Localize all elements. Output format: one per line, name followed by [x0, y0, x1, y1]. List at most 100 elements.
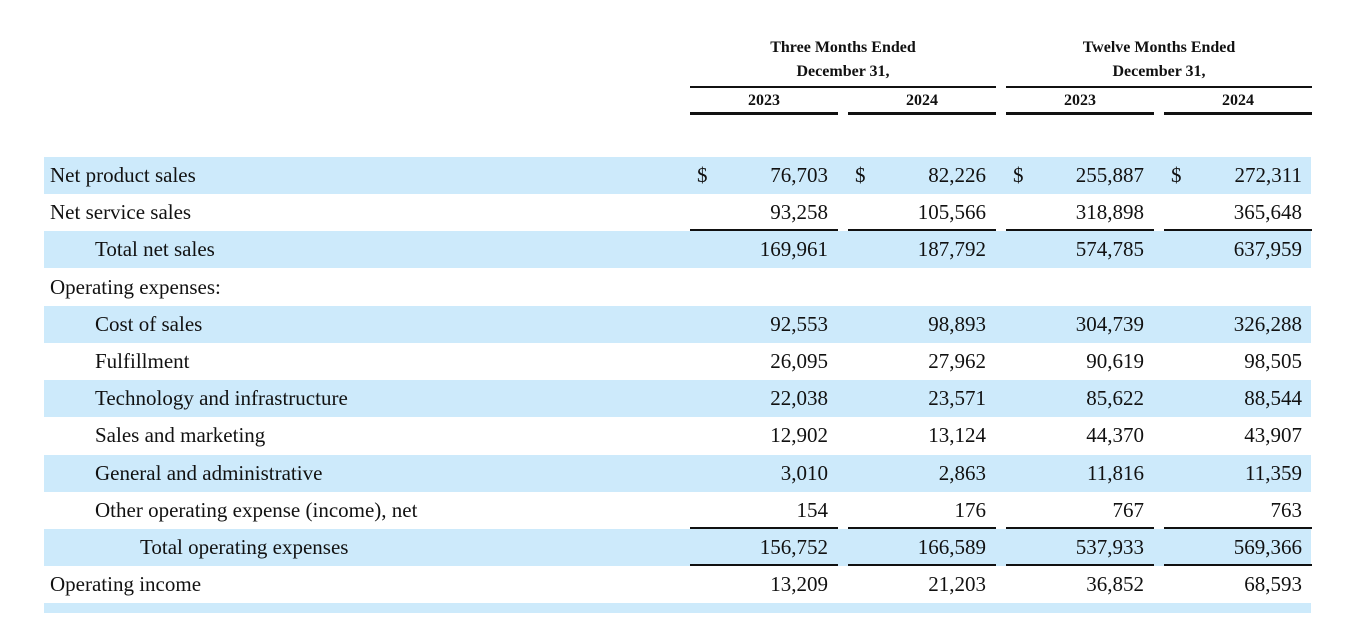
- cell-value: 90,619: [1086, 349, 1144, 373]
- cell-value: 3,010: [780, 460, 828, 485]
- value-cell: 318,898: [1006, 194, 1154, 232]
- table-row: Net product sales $76,703 $82,226 $255,887 $…: [44, 157, 1311, 194]
- cell-value: 82,226: [928, 163, 986, 187]
- table-row: Operating expenses:: [44, 269, 1311, 306]
- value-cell: 169,961: [690, 231, 838, 266]
- value-cell: 11,359: [1164, 455, 1312, 490]
- value-cell: 12,902: [690, 417, 838, 452]
- cell-value: 43,907: [1244, 423, 1302, 448]
- value-cell: 98,505: [1164, 343, 1312, 378]
- value-cell: 88,544: [1164, 380, 1312, 415]
- value-cell: 23,571: [848, 380, 996, 415]
- column-group-header: Three Months Ended December 31,: [690, 36, 996, 88]
- value-cell: 176: [848, 492, 996, 529]
- value-cell: 13,209: [690, 566, 838, 601]
- cell-value: 169,961: [759, 237, 828, 262]
- value-cell: 93,258: [690, 194, 838, 232]
- row-label: Net service sales: [50, 200, 192, 225]
- cell-value: 26,095: [770, 349, 828, 373]
- cell-value: 176: [954, 497, 987, 522]
- value-cell: 105,566: [848, 194, 996, 232]
- cell-value: 767: [1112, 497, 1145, 522]
- cell-value: 187,792: [917, 237, 986, 262]
- cell-value: 2,863: [938, 460, 986, 485]
- cell-value: 68,593: [1244, 572, 1302, 597]
- cell-value: 12,902: [770, 423, 828, 448]
- value-cell: 767: [1006, 492, 1154, 529]
- value-cell: 763: [1164, 492, 1312, 529]
- value-cell: 90,619: [1006, 343, 1154, 378]
- row-label: Sales and marketing: [95, 423, 266, 448]
- value-cell: 365,648: [1164, 194, 1312, 232]
- table-row: Total net sales 169,961 187,792 574,785 637,…: [44, 231, 1311, 269]
- value-cell: 11,816: [1006, 455, 1154, 490]
- value-cell: 187,792: [848, 231, 996, 266]
- table-row: Operating income 13,209 21,203 36,852 68,593: [44, 566, 1311, 603]
- value-cell: 569,366: [1164, 529, 1312, 566]
- cell-value: 21,203: [928, 572, 986, 597]
- value-cell: 36,852: [1006, 566, 1154, 601]
- cell-value: 537,933: [1075, 535, 1144, 559]
- row-band: [44, 603, 1311, 614]
- value-cell: 304,739: [1006, 306, 1154, 341]
- cell-value: 304,739: [1075, 311, 1144, 336]
- table-row: Fulfillment 26,095 27,962 90,619 98,505: [44, 343, 1311, 380]
- group-subtitle: December 31,: [1112, 63, 1206, 80]
- cell-value: 88,544: [1244, 386, 1302, 411]
- currency-sign: $: [855, 163, 866, 187]
- cell-value: 36,852: [1086, 572, 1144, 597]
- value-cell: 85,622: [1006, 380, 1154, 415]
- cell-value: 318,898: [1075, 200, 1144, 225]
- value-cell: 98,893: [848, 306, 996, 341]
- cell-value: 156,752: [759, 535, 828, 559]
- row-label: General and administrative: [95, 460, 323, 485]
- row-label: Operating expenses:: [50, 274, 221, 299]
- value-cell: 156,752: [690, 529, 838, 566]
- cell-value: 44,370: [1086, 423, 1144, 448]
- table-row: Other operating expense (income), net 154…: [44, 492, 1312, 529]
- group-subtitle: December 31,: [796, 63, 890, 80]
- row-label: Operating income: [50, 572, 202, 597]
- row-label: Other operating expense (income), net: [95, 497, 418, 522]
- cell-value: 27,962: [928, 349, 986, 373]
- table-row: Net service sales 93,258 105,566 318,898 365…: [44, 194, 1312, 232]
- cell-value: 76,703: [770, 163, 828, 187]
- value-cell: 154: [690, 492, 838, 529]
- value-cell: 27,962: [848, 343, 996, 378]
- table-row: Total operating expenses 156,752 166,589 53…: [44, 529, 1312, 566]
- value-cell: 537,933: [1006, 529, 1154, 566]
- table-row: Sales and marketing 12,902 13,124 44,370 43,…: [44, 417, 1311, 454]
- value-cell: $82,226: [848, 157, 996, 192]
- value-cell: 13,124: [848, 417, 996, 452]
- row-label: Fulfillment: [95, 349, 190, 373]
- value-cell: $272,311: [1164, 157, 1312, 192]
- cell-value: 98,505: [1244, 349, 1302, 373]
- row-label: Total net sales: [95, 237, 215, 262]
- cell-value: 154: [796, 497, 829, 522]
- cell-value: 23,571: [928, 386, 986, 411]
- currency-sign: $: [1013, 163, 1024, 187]
- row-label: Cost of sales: [95, 311, 203, 336]
- cell-value: 22,038: [770, 386, 828, 411]
- value-cell: 26,095: [690, 343, 838, 378]
- table-row: Cost of sales 92,553 98,893 304,739 326,288: [44, 305, 1312, 343]
- value-cell: 43,907: [1164, 417, 1312, 452]
- table-row: Technology and infrastructure 22,038 23,57…: [44, 380, 1312, 418]
- cell-value: 326,288: [1233, 311, 1302, 336]
- value-cell: 326,288: [1164, 306, 1312, 341]
- row-label: Total operating expenses: [140, 535, 349, 559]
- cell-value: 92,553: [770, 311, 828, 336]
- cell-value: 574,785: [1075, 237, 1144, 262]
- group-title: Three Months Ended: [770, 39, 916, 56]
- group-title: Twelve Months Ended: [1082, 39, 1236, 56]
- cell-value: 98,893: [928, 311, 986, 336]
- value-cell: $255,887: [1006, 157, 1154, 192]
- year-header: 2024: [848, 90, 996, 115]
- cell-value: 13,124: [928, 423, 986, 448]
- value-cell: 22,038: [690, 380, 838, 415]
- cell-value: 93,258: [770, 200, 828, 225]
- column-group-header: Twelve Months Ended December 31,: [1006, 36, 1312, 88]
- cell-value: 255,887: [1075, 163, 1144, 187]
- year-header: 2023: [1006, 90, 1154, 115]
